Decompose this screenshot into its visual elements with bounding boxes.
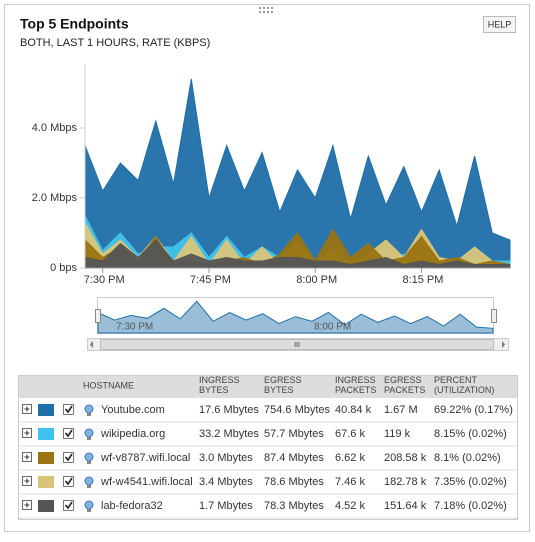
color-swatch xyxy=(38,404,54,416)
cell: 3.4 Mbytes xyxy=(199,476,253,488)
color-swatch xyxy=(38,476,54,488)
hostname: wikipedia.org xyxy=(100,428,165,440)
column-header: EGRESS BYTES xyxy=(264,375,302,395)
cell: 151.64 k xyxy=(384,500,427,512)
host-icon-base xyxy=(87,485,91,488)
y-tick-label: 0 bps xyxy=(50,262,77,274)
column-header: EGRESS PACKETS xyxy=(384,375,425,395)
cell: 7.18% (0.02%) xyxy=(434,500,507,512)
host-icon xyxy=(84,404,94,414)
x-tick-label: 8:15 PM xyxy=(402,274,443,286)
navigator-area xyxy=(97,300,494,334)
host-icon xyxy=(84,428,94,438)
scroll-thumb[interactable] xyxy=(100,339,494,350)
cell: 57.7 Mbytes xyxy=(264,428,324,440)
checkbox[interactable] xyxy=(63,452,74,463)
expand-icon xyxy=(24,478,30,484)
hostname: wf-w4541.wifi.local xyxy=(100,476,193,488)
check-mark xyxy=(64,477,73,486)
cell: 208.58 k xyxy=(384,452,427,464)
subtitle: BOTH, LAST 1 HOURS, RATE (KBPS) xyxy=(20,37,210,49)
check-mark xyxy=(64,429,73,438)
navigator-label: 7:30 PM xyxy=(116,322,153,333)
cell: 119 k xyxy=(384,428,411,440)
host-icon xyxy=(84,452,94,462)
checkbox[interactable] xyxy=(63,404,74,415)
cell: 78.3 Mbytes xyxy=(264,500,324,512)
nav-handle[interactable] xyxy=(491,309,497,323)
hostname: lab-fedora32 xyxy=(101,500,163,512)
x-tick-label: 7:45 PM xyxy=(190,274,231,286)
checkbox[interactable] xyxy=(63,428,74,439)
cell: 182.78 k xyxy=(384,476,427,488)
cell: 8.1% (0.02%) xyxy=(434,452,501,464)
cell: 4.52 k xyxy=(335,500,365,512)
cell: 17.6 Mbytes xyxy=(199,404,259,416)
host-icon-base xyxy=(87,461,91,464)
check-mark xyxy=(64,501,73,510)
checkbox[interactable] xyxy=(63,500,74,511)
help-button[interactable] xyxy=(483,16,516,33)
host-icon-base xyxy=(87,509,91,512)
expand-icon xyxy=(24,430,30,436)
cell: 1.67 M xyxy=(384,404,418,416)
cell: 69.22% (0.17%) xyxy=(434,404,513,416)
checkbox[interactable] xyxy=(63,476,74,487)
column-header: HOSTNAME xyxy=(83,380,134,390)
hostname: Youtube.com xyxy=(101,404,165,416)
expand-icon xyxy=(24,454,30,460)
x-tick-label: 7:30 PM xyxy=(84,274,125,286)
cell: 33.2 Mbytes xyxy=(199,428,259,440)
host-icon-base xyxy=(87,437,91,440)
drag-handle[interactable] xyxy=(259,7,273,13)
y-tick-label: 4.0 Mbps xyxy=(32,122,78,134)
color-swatch xyxy=(38,500,54,512)
cell: 8.15% (0.02%) xyxy=(434,428,507,440)
table-header xyxy=(18,375,518,398)
series-area xyxy=(84,78,511,269)
cell: 6.62 k xyxy=(335,452,365,464)
cell: 78.6 Mbytes xyxy=(264,476,324,488)
cell: 7.35% (0.02%) xyxy=(434,476,507,488)
y-tick-label: 2.0 Mbps xyxy=(32,192,78,204)
cell: 67.6 k xyxy=(335,428,365,440)
host-icon xyxy=(84,476,94,486)
title: Top 5 Endpoints xyxy=(20,16,129,32)
host-icon-base xyxy=(87,413,91,416)
x-tick-label: 8:00 PM xyxy=(296,274,337,286)
host-icon xyxy=(84,500,94,510)
column-header: INGRESS BYTES xyxy=(199,375,240,395)
cell: 87.4 Mbytes xyxy=(264,452,324,464)
cell: 40.84 k xyxy=(335,404,372,416)
color-swatch xyxy=(38,428,54,440)
column-header: PERCENT (UTILIZATION) xyxy=(434,375,494,395)
help-label[interactable]: HELP xyxy=(488,19,512,29)
cell: 754.6 Mbytes xyxy=(264,404,331,416)
scroll-grip: III xyxy=(294,342,300,349)
check-mark xyxy=(64,453,73,462)
table-border xyxy=(18,375,518,520)
navigator-label: 8:00 PM xyxy=(314,322,351,333)
nav-handle[interactable] xyxy=(95,309,101,323)
check-mark xyxy=(64,405,73,414)
color-swatch xyxy=(38,452,54,464)
column-header: INGRESS PACKETS xyxy=(335,375,376,395)
cell: 3.0 Mbytes xyxy=(199,452,253,464)
cell: 1.7 Mbytes xyxy=(199,500,253,512)
series-area xyxy=(84,239,511,269)
hostname: wf-v8787.wifi.local xyxy=(100,452,190,464)
expand-icon xyxy=(24,502,30,508)
expand-icon xyxy=(24,406,30,412)
cell: 7.46 k xyxy=(335,476,365,488)
